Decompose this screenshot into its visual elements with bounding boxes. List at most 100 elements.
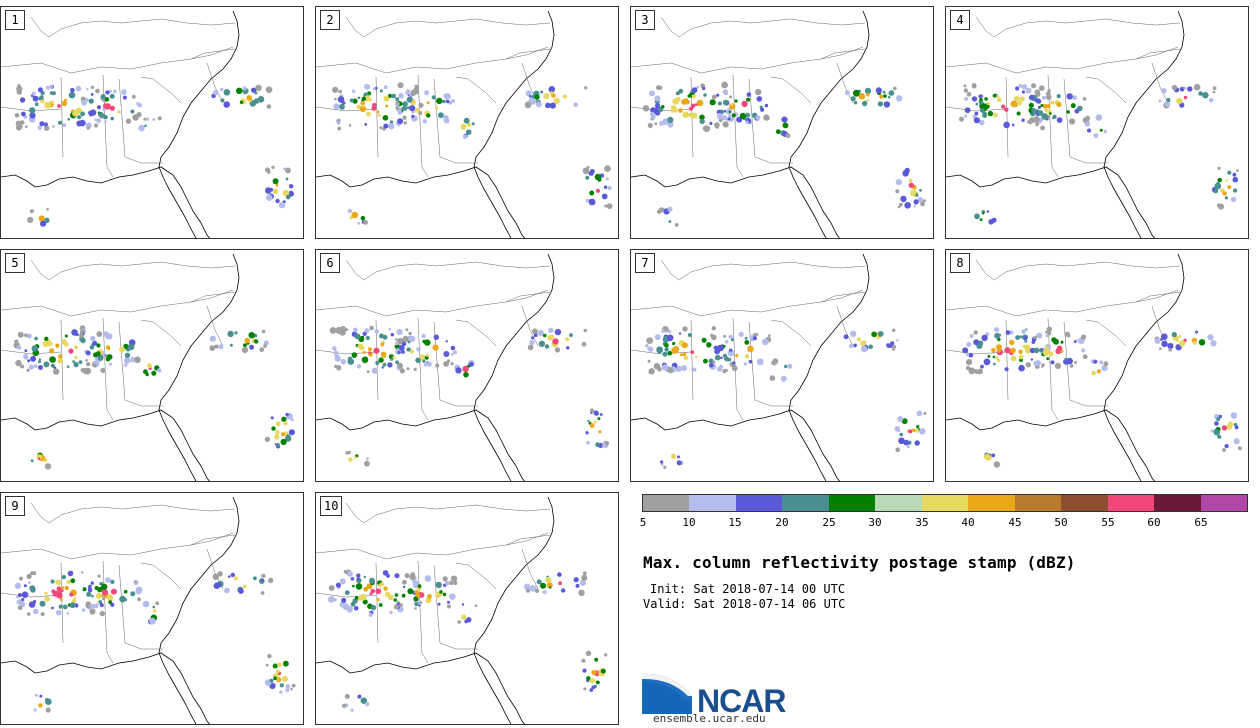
reflectivity-cell <box>709 99 716 106</box>
reflectivity-cell <box>1046 103 1051 109</box>
reflectivity-cell <box>406 367 410 371</box>
reflectivity-cell <box>125 118 132 124</box>
panel-label-3: 3 <box>635 10 655 30</box>
reflectivity-cell <box>251 87 257 93</box>
reflectivity-cell <box>585 431 589 435</box>
reflectivity-cell <box>1085 115 1091 121</box>
reflectivity-cell <box>661 105 665 109</box>
state-border <box>316 46 549 74</box>
reflectivity-cell <box>1183 95 1188 100</box>
reflectivity-cell <box>381 366 384 369</box>
state-border <box>1151 305 1169 347</box>
reflectivity-cell <box>1050 360 1055 365</box>
reflectivity-cell <box>418 102 424 108</box>
state-border <box>206 305 224 347</box>
reflectivity-cell <box>883 101 891 108</box>
reflectivity-cell <box>269 188 274 192</box>
reflectivity-cell <box>702 86 706 91</box>
reflectivity-cell <box>968 352 974 358</box>
panel-label-7: 7 <box>635 253 655 273</box>
reflectivity-cell <box>1069 118 1076 125</box>
reflectivity-cell <box>442 592 447 597</box>
coastline <box>316 496 555 724</box>
reflectivity-cell <box>587 419 590 423</box>
reflectivity-cell <box>1004 347 1011 354</box>
reflectivity-cell <box>784 364 788 369</box>
reflectivity-cell <box>341 703 347 708</box>
reflectivity-cell <box>395 341 399 346</box>
reflectivity-cell <box>1159 347 1162 350</box>
reflectivity-cell <box>60 589 64 593</box>
state-border <box>345 502 551 524</box>
state-border <box>417 74 429 178</box>
reflectivity-cell <box>157 368 162 373</box>
reflectivity-cell <box>920 201 925 207</box>
reflectivity-cell <box>364 123 368 126</box>
reflectivity-cell <box>1033 347 1040 354</box>
reflectivity-cell <box>424 90 430 96</box>
reflectivity-cell <box>745 120 749 125</box>
reflectivity-cell <box>544 344 550 349</box>
reflectivity-cell <box>73 596 77 600</box>
reflectivity-cell <box>123 589 128 594</box>
reflectivity-cell <box>223 101 230 108</box>
state-border <box>1063 78 1108 164</box>
reflectivity-cell <box>877 331 884 337</box>
colorbar-tick: 45 <box>1008 516 1022 529</box>
reflectivity-cell <box>236 87 243 95</box>
reflectivity-cell <box>39 694 43 698</box>
reflectivity-cell <box>1213 429 1220 436</box>
reflectivity-cell <box>29 107 36 114</box>
logo-name: NCAR <box>697 683 786 719</box>
reflectivity-cell <box>238 588 244 594</box>
reflectivity-cell <box>395 360 399 365</box>
reflectivity-cell <box>585 175 590 180</box>
reflectivity-cell <box>357 694 362 699</box>
reflectivity-cell <box>1004 107 1009 112</box>
reflectivity-cell <box>44 336 49 341</box>
reflectivity-cell <box>659 121 664 126</box>
reflectivity-cell <box>1224 444 1229 449</box>
reflectivity-cell <box>1164 101 1171 108</box>
reflectivity-cell <box>356 573 361 578</box>
colorbar-swatch <box>828 495 876 511</box>
reflectivity-cell <box>155 601 160 606</box>
reflectivity-cell <box>1025 328 1028 331</box>
reflectivity-cell <box>1218 414 1222 419</box>
reflectivity-cell <box>529 98 537 105</box>
reflectivity-cell <box>442 99 446 104</box>
reflectivity-cell <box>1216 203 1221 207</box>
reflectivity-cell <box>426 113 431 118</box>
reflectivity-cell <box>983 358 991 366</box>
map-panel-5: 5 <box>0 249 304 482</box>
reflectivity-cell <box>1230 412 1238 419</box>
reflectivity-cell <box>105 577 111 583</box>
reflectivity-cell <box>80 338 86 344</box>
reflectivity-cell <box>74 355 78 360</box>
reflectivity-cell <box>372 102 377 108</box>
reflectivity-cell <box>1046 326 1053 332</box>
reflectivity-cell <box>853 343 857 348</box>
reflectivity-cell <box>282 675 288 682</box>
reflectivity-cell <box>1005 330 1011 335</box>
reflectivity-cell <box>728 110 732 114</box>
reflectivity-cell <box>1038 110 1042 114</box>
reflectivity-cell <box>375 588 382 595</box>
reflectivity-cell <box>96 331 103 337</box>
reflectivity-cell <box>1004 367 1009 372</box>
state-border <box>30 502 236 524</box>
map-panel-9: 9 <box>0 492 304 725</box>
reflectivity-cell <box>108 597 113 602</box>
reflectivity-cell <box>699 118 705 125</box>
reflectivity-cell <box>290 687 293 691</box>
reflectivity-cell <box>877 101 884 107</box>
reflectivity-cell <box>768 334 771 337</box>
reflectivity-cell <box>134 356 141 364</box>
reflectivity-cell <box>666 334 674 342</box>
reflectivity-cell <box>431 95 436 100</box>
reflectivity-cell <box>396 329 403 336</box>
reflectivity-cell <box>332 86 339 93</box>
reflectivity-cell <box>964 114 968 118</box>
reflectivity-cell <box>144 124 147 128</box>
reflectivity-cell <box>661 364 669 371</box>
